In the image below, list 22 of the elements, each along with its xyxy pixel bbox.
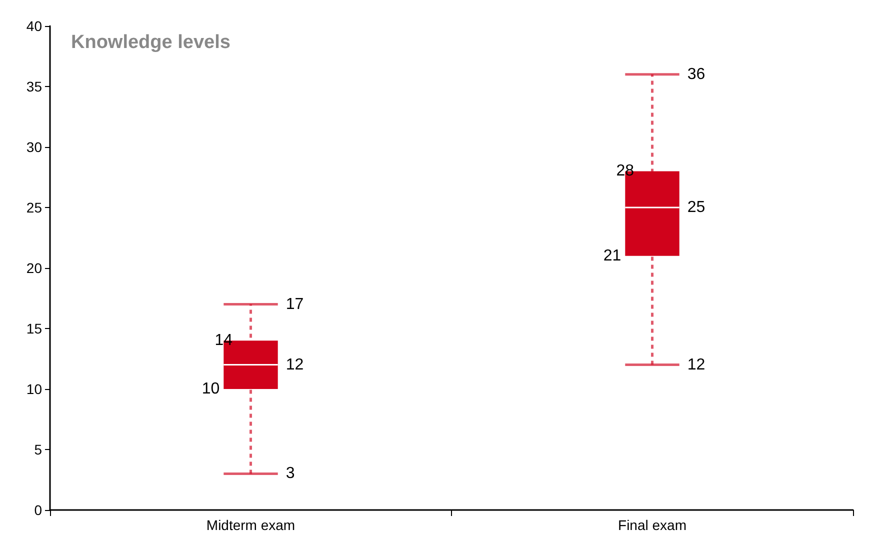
annotation: 21	[603, 247, 622, 264]
y-tick-label: 0	[34, 502, 42, 518]
annotation: 17	[286, 296, 304, 313]
annotation: 36	[687, 66, 706, 83]
x-tick-label: Final exam	[618, 517, 686, 533]
y-tick-label: 15	[26, 320, 42, 336]
y-tick-label: 5	[34, 442, 42, 458]
annotation: 14	[214, 332, 233, 350]
y-tick-label: 10	[26, 381, 42, 397]
y-tick-label: 30	[26, 139, 42, 155]
y-tick-label: 40	[26, 18, 42, 34]
x-tick-label: Midterm exam	[206, 517, 296, 533]
chart-title: Knowledge levels	[71, 32, 230, 53]
y-tick-label: 20	[26, 260, 42, 276]
y-tick-label: 35	[26, 78, 42, 94]
y-tick-label: 25	[26, 200, 42, 216]
annotation: 28	[616, 162, 634, 180]
annotation: 3	[286, 465, 295, 482]
annotation: 12	[687, 356, 706, 374]
annotation: 10	[202, 380, 220, 398]
annotation: 12	[286, 356, 304, 374]
annotation: 25	[687, 199, 706, 216]
